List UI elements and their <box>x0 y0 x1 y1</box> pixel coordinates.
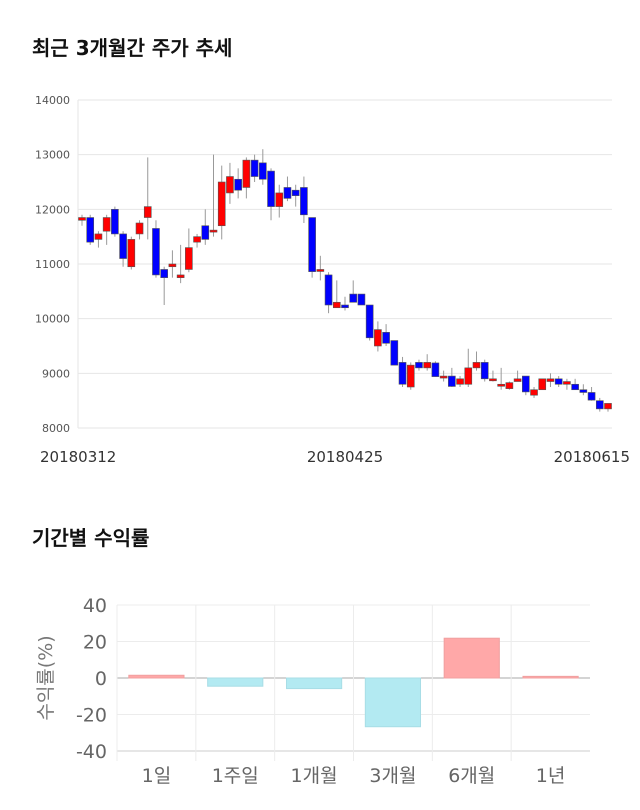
candle-body <box>587 392 596 401</box>
x-tick-label: 1주일 <box>212 765 259 787</box>
return-bar <box>364 677 422 728</box>
candle-body <box>456 378 464 385</box>
candle-body <box>571 383 579 391</box>
candle-body <box>522 375 530 393</box>
candle-body <box>127 239 136 268</box>
price-chart-title: 최근 3개월간 주가 추세 <box>32 36 233 60</box>
candle-body <box>382 332 390 344</box>
candle-body <box>185 247 193 270</box>
x-tick-label: 6개월 <box>448 765 495 787</box>
candle-body <box>201 225 210 240</box>
candle-body <box>209 229 218 233</box>
x-tick-label: 1개월 <box>291 765 338 787</box>
candle-body <box>439 375 448 379</box>
candle-body <box>489 378 497 382</box>
candle-body <box>365 304 374 339</box>
candle-body <box>308 217 316 272</box>
x-tick-label: 20180312 <box>40 448 116 466</box>
candle-body <box>135 222 144 235</box>
candle-body <box>316 269 325 272</box>
y-tick-label: 20 <box>83 632 107 654</box>
candle-body <box>250 159 259 177</box>
candle-body <box>448 375 456 387</box>
y-tick-label: 9000 <box>42 367 70 380</box>
candle-body <box>406 364 415 388</box>
y-tick-label: 11000 <box>35 258 70 271</box>
y-tick-label: -20 <box>76 705 107 727</box>
candle-body <box>505 382 514 389</box>
candle-body <box>497 383 505 387</box>
y-tick-label: 14000 <box>35 94 70 107</box>
candle-body <box>275 192 284 207</box>
candle-body <box>193 236 201 243</box>
candle-body <box>480 362 489 380</box>
candle-body <box>291 189 300 196</box>
candle-body <box>390 340 399 366</box>
candle-body <box>217 181 226 227</box>
candle-body <box>234 178 242 191</box>
candle-body <box>595 400 604 410</box>
candle-body <box>102 217 111 232</box>
candle-body <box>86 217 95 243</box>
y-tick-label: 13000 <box>35 149 70 162</box>
return-bar <box>207 677 264 687</box>
candle-body <box>78 217 86 221</box>
candle-body <box>283 187 292 199</box>
y-tick-label: 10000 <box>35 313 70 326</box>
return-bar <box>522 675 579 679</box>
candle-body <box>324 274 333 306</box>
candle-body <box>259 162 267 180</box>
candle-body <box>530 389 538 396</box>
candle-body <box>546 378 555 382</box>
candle-body <box>111 209 119 235</box>
candle-body <box>242 159 251 188</box>
candle-body <box>563 381 571 385</box>
candle-body <box>579 389 588 393</box>
x-tick-label: 20180425 <box>307 448 383 466</box>
candlestick-chart: 8000 9000 10000 11000 12000 13000 14000 2018031… <box>35 94 630 466</box>
return-bar <box>443 637 500 679</box>
candle-body <box>160 269 168 278</box>
y-tick-label: 0 <box>95 668 107 690</box>
y-axis-label: 수익률(%) <box>35 635 57 720</box>
candle-body <box>604 403 612 410</box>
candle-body <box>423 362 431 369</box>
x-tick-label: 20180615 <box>554 448 630 466</box>
y-tick-label: 12000 <box>35 203 70 216</box>
return-bar <box>128 674 185 679</box>
candle-body <box>538 378 547 391</box>
candle-body <box>431 362 440 377</box>
candle-body <box>357 293 366 306</box>
candle-body <box>168 263 177 268</box>
candle-body <box>341 304 349 309</box>
candle-body <box>554 378 563 385</box>
candle-body <box>472 362 481 369</box>
x-tick-label: 1일 <box>142 765 172 787</box>
return-bar <box>285 677 343 690</box>
candle-body <box>374 329 382 347</box>
candle-body <box>119 233 127 259</box>
y-tick-label: 40 <box>83 595 107 617</box>
candle-body <box>349 293 358 303</box>
x-tick-label: 1년 <box>536 765 566 787</box>
return-chart-title: 기간별 수익률 <box>32 526 150 550</box>
candle-body <box>143 206 152 218</box>
candle-body <box>300 187 308 216</box>
candle-body <box>513 378 522 382</box>
candle-body <box>267 170 275 207</box>
candle-body <box>94 233 103 240</box>
x-tick-label: 3개월 <box>369 765 416 787</box>
y-tick-label: 8000 <box>42 422 70 435</box>
candle-body <box>415 362 423 369</box>
y-tick-label: -40 <box>76 741 107 763</box>
candle-body <box>398 362 407 385</box>
candle-body <box>226 176 234 194</box>
candle-body <box>332 301 341 309</box>
candle-body <box>464 367 473 385</box>
candle-body <box>152 228 160 276</box>
candle-body <box>176 274 185 278</box>
